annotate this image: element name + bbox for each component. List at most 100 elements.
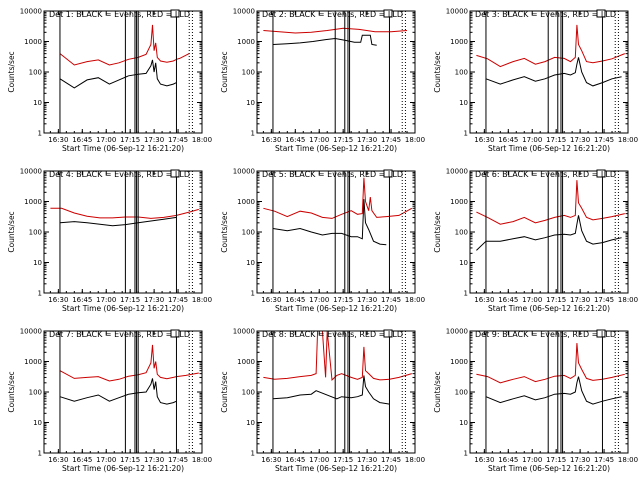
y-axis-title: Counts/sec xyxy=(7,371,16,412)
y-tick-label: 100 xyxy=(242,229,255,237)
x-tick-label: 16:30 xyxy=(48,456,68,464)
panel-title: Det 4: BLACK = Events, RED = LLD xyxy=(49,170,190,179)
y-tick-label: 10000 xyxy=(233,8,255,16)
plot-frame xyxy=(469,330,629,454)
x-tick-label: 17:30 xyxy=(357,456,377,464)
x-tick-label: 17:00 xyxy=(309,456,329,464)
x-tick-label: 16:30 xyxy=(474,296,494,304)
y-tick-label: 1000 xyxy=(237,38,255,46)
panel-title: Det 6: BLACK = Events, RED = LLD xyxy=(475,170,616,179)
panel-title: Det 3: BLACK = Events, RED = LLD xyxy=(475,10,616,19)
y-tick-label: 100 xyxy=(455,229,468,237)
y-axis-title: Counts/sec xyxy=(433,51,442,92)
x-tick-label: 16:30 xyxy=(474,136,494,144)
lld-series-line xyxy=(263,177,413,219)
events-series-line xyxy=(59,59,177,89)
panel-det-9: 16:30 16:45 17:00 17:15 17:30 17:45 18:00 1 10 10… xyxy=(433,328,638,474)
x-tick-label: 17:45 xyxy=(381,296,401,304)
y-tick-label: 10 xyxy=(33,419,42,427)
x-tick-label: 17:30 xyxy=(144,296,164,304)
x-tick-label: 17:30 xyxy=(570,136,590,144)
plot-frame xyxy=(469,170,629,294)
y-tick-label: 10 xyxy=(459,99,468,107)
plot-frame xyxy=(256,330,416,454)
x-tick-label: 17:30 xyxy=(570,296,590,304)
x-tick-label: 16:30 xyxy=(261,456,281,464)
y-axis-title: Counts/sec xyxy=(220,211,229,252)
y-tick-label: 100 xyxy=(242,389,255,397)
y-tick-label: 1000 xyxy=(237,358,255,366)
y-tick-label: 1 xyxy=(38,450,42,458)
y-tick-label: 10000 xyxy=(446,168,468,176)
y-tick-label: 1000 xyxy=(450,198,468,206)
panel-title: Det 2: BLACK = Events, RED = LLD xyxy=(262,10,403,19)
lld-series-line xyxy=(476,180,625,225)
x-tick-label: 18:00 xyxy=(618,136,638,144)
y-tick-label: 10 xyxy=(246,259,255,267)
lld-series-line xyxy=(263,331,412,381)
y-tick-label: 100 xyxy=(455,69,468,77)
x-tick-label: 17:45 xyxy=(168,136,188,144)
x-tick-label: 16:45 xyxy=(498,296,518,304)
x-tick-label: 18:00 xyxy=(618,456,638,464)
y-tick-label: 10000 xyxy=(20,168,42,176)
y-tick-label: 100 xyxy=(242,69,255,77)
x-tick-label: 17:15 xyxy=(333,456,353,464)
y-tick-label: 1 xyxy=(464,130,468,138)
y-tick-label: 10000 xyxy=(446,8,468,16)
y-tick-label: 1 xyxy=(251,450,255,458)
plot-frame xyxy=(43,170,203,294)
x-tick-label: 17:15 xyxy=(546,456,566,464)
x-tick-label: 17:00 xyxy=(522,296,542,304)
x-tick-label: 17:15 xyxy=(120,136,140,144)
x-axis-title: Start Time (06-Sep-12 16:21:20) xyxy=(62,144,184,153)
panel-title: Det 9: BLACK = Events, RED = LLD xyxy=(475,330,616,339)
panel-det-2: 16:30 16:45 17:00 17:15 17:30 17:45 18:00 1 10 10… xyxy=(220,8,425,154)
x-tick-label: 18:00 xyxy=(618,296,638,304)
y-tick-label: 100 xyxy=(29,229,42,237)
y-axis-title: Counts/sec xyxy=(7,211,16,252)
events-series-line xyxy=(272,375,390,405)
y-tick-label: 10 xyxy=(246,99,255,107)
x-tick-label: 17:00 xyxy=(309,136,329,144)
panel-det-1: 16:30 16:45 17:00 17:15 17:30 17:45 18:00 1 10 10… xyxy=(7,8,212,154)
y-tick-label: 100 xyxy=(455,389,468,397)
y-tick-label: 100 xyxy=(29,389,42,397)
x-axis-title: Start Time (06-Sep-12 16:21:20) xyxy=(62,304,184,313)
events-series-line xyxy=(59,378,177,405)
x-tick-label: 16:30 xyxy=(261,296,281,304)
x-tick-label: 18:00 xyxy=(192,296,212,304)
lld-series-line xyxy=(476,343,625,384)
x-tick-label: 16:45 xyxy=(498,456,518,464)
y-tick-label: 1 xyxy=(464,450,468,458)
x-tick-label: 17:00 xyxy=(309,296,329,304)
y-tick-label: 10 xyxy=(246,419,255,427)
panel-det-4: 16:30 16:45 17:00 17:15 17:30 17:45 18:00 1 10 10… xyxy=(7,168,212,314)
events-series-line xyxy=(485,376,622,405)
panel-det-6: 16:30 16:45 17:00 17:15 17:30 17:45 18:00 1 10 10… xyxy=(433,168,638,314)
x-tick-label: 18:00 xyxy=(405,296,425,304)
y-tick-label: 10 xyxy=(33,99,42,107)
x-tick-label: 18:00 xyxy=(405,136,425,144)
y-tick-label: 1 xyxy=(251,130,255,138)
x-tick-label: 17:45 xyxy=(594,456,614,464)
x-tick-label: 16:45 xyxy=(285,296,305,304)
panel-title: Det 5: BLACK = Events, RED = LLD xyxy=(262,170,403,179)
plot-frame xyxy=(43,10,203,134)
x-tick-label: 16:45 xyxy=(285,136,305,144)
x-tick-label: 17:30 xyxy=(357,296,377,304)
x-tick-label: 17:00 xyxy=(522,456,542,464)
x-axis-title: Start Time (06-Sep-12 16:21:20) xyxy=(488,144,610,153)
x-tick-label: 17:45 xyxy=(594,296,614,304)
x-tick-label: 17:15 xyxy=(333,296,353,304)
x-tick-label: 16:45 xyxy=(285,456,305,464)
y-tick-label: 10000 xyxy=(20,328,42,336)
legend-box xyxy=(383,329,393,338)
y-tick-label: 1 xyxy=(38,290,42,298)
x-tick-label: 17:15 xyxy=(333,136,353,144)
panel-det-3: 16:30 16:45 17:00 17:15 17:30 17:45 18:00 1 10 10… xyxy=(433,8,638,154)
plot-frame xyxy=(256,170,416,294)
y-tick-label: 1000 xyxy=(450,358,468,366)
y-tick-label: 10000 xyxy=(446,328,468,336)
